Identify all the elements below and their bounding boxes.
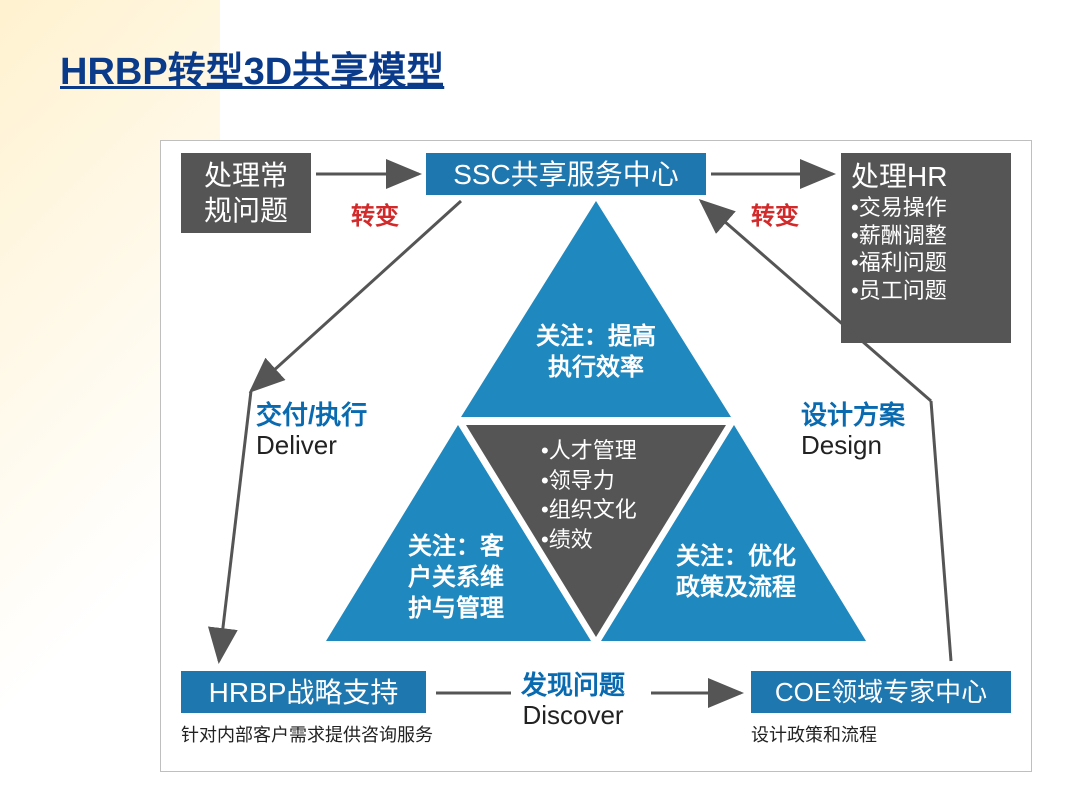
box-top-left-line1: 处理常 (204, 158, 288, 193)
triangle-right-text: 关注：优化 政策及流程 (651, 541, 821, 603)
transform-label-right: 转变 (751, 196, 799, 231)
triangle-left-text: 关注：客 户关系维 护与管理 (381, 531, 531, 625)
box-bottom-right-text: COE领域专家中心 (775, 676, 987, 709)
diagram-frame: 处理常 规问题 SSC共享服务中心 处理HR •交易操作 •薪酬调整 •福利问题… (160, 140, 1032, 772)
box-top-left: 处理常 规问题 (181, 153, 311, 233)
box-top-center-text: SSC共享服务中心 (453, 157, 679, 192)
box-top-right-item-2: •福利问题 (851, 249, 947, 277)
center-item-1: •领导力 (541, 466, 637, 496)
side-label-design: 设计方案 Design (801, 401, 905, 461)
title-text: HRBP转型3D共享模型 (60, 51, 444, 93)
box-top-right-item-0: •交易操作 (851, 194, 947, 222)
center-item-0: •人才管理 (541, 436, 637, 466)
box-bottom-right: COE领域专家中心 (751, 671, 1011, 713)
box-top-center: SSC共享服务中心 (426, 153, 706, 195)
box-bottom-left: HRBP战略支持 (181, 671, 426, 713)
box-bottom-left-text: HRBP战略支持 (209, 675, 399, 710)
page-title: HRBP转型3D共享模型 (60, 40, 444, 95)
triangle-center-text: •人才管理 •领导力 •组织文化 •绩效 (541, 436, 637, 555)
center-item-2: •组织文化 (541, 495, 637, 525)
coe-sub-label: 设计政策和流程 (751, 721, 877, 747)
side-label-deliver: 交付/执行 Deliver (256, 401, 367, 461)
box-top-right-title: 处理HR (851, 159, 947, 194)
triangle-top-text: 关注：提高 执行效率 (516, 321, 676, 383)
box-top-right-item-3: •员工问题 (851, 277, 947, 305)
box-top-right: 处理HR •交易操作 •薪酬调整 •福利问题 •员工问题 (841, 153, 1011, 343)
box-top-left-line2: 规问题 (204, 193, 288, 228)
box-top-right-item-1: •薪酬调整 (851, 222, 947, 250)
center-item-3: •绩效 (541, 525, 637, 555)
triangle-top (461, 201, 731, 417)
transform-label-left: 转变 (351, 196, 399, 231)
hrbp-sub-label: 针对内部客户需求提供咨询服务 (181, 721, 433, 747)
side-label-discover: 发现问题 Discover (521, 671, 625, 731)
